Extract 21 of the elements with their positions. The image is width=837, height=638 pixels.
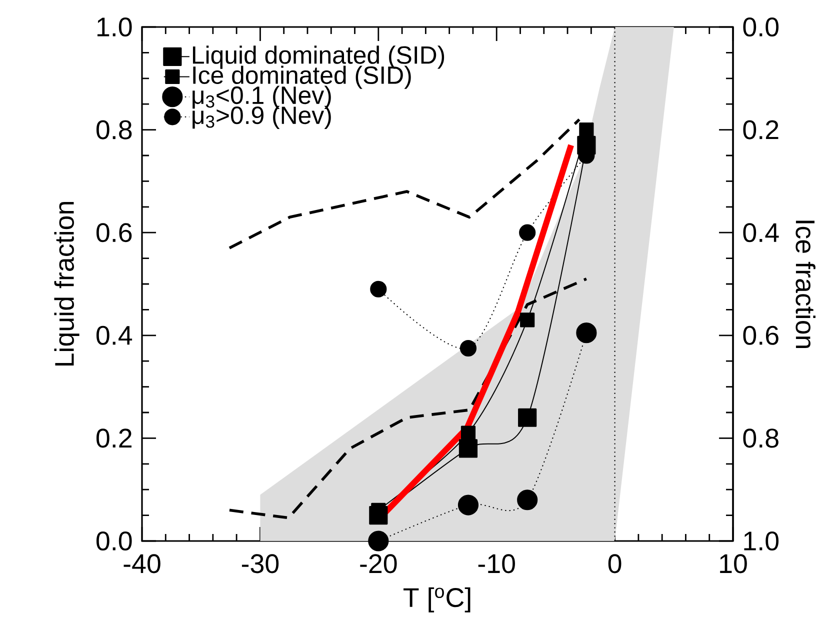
x-tick-label: 0 (608, 554, 622, 574)
y-tick-label: 0.2 (96, 428, 132, 448)
y2-axis-title: Ice fraction (796, 220, 816, 348)
y-tick-label: 1.0 (97, 17, 132, 37)
x-tick-label: -20 (360, 554, 397, 574)
y2-tick-label: 0.4 (743, 223, 779, 242)
y-axis-title: Liquid fraction (54, 202, 80, 366)
y-tick-label: 0.8 (96, 120, 132, 140)
y2-tick-label: 0.8 (743, 428, 778, 448)
y-tick-label: 0.4 (96, 326, 132, 345)
y2-tick-label: 0.0 (743, 17, 779, 37)
x-tick-label: 10 (720, 554, 747, 574)
y-tick-label: 0.6 (96, 223, 132, 242)
x-tick-label: -30 (242, 554, 279, 574)
x-axis-title: T [$^{o}$C] (403, 587, 470, 612)
y2-tick-label: 0.6 (743, 326, 778, 345)
x-tick-label: -10 (478, 554, 515, 574)
y-tick-label: 0.0 (96, 531, 132, 551)
y2-tick-label: 0.2 (743, 120, 778, 140)
y2-tick-label: 1.0 (744, 531, 779, 551)
x-tick-label: -40 (124, 554, 160, 574)
